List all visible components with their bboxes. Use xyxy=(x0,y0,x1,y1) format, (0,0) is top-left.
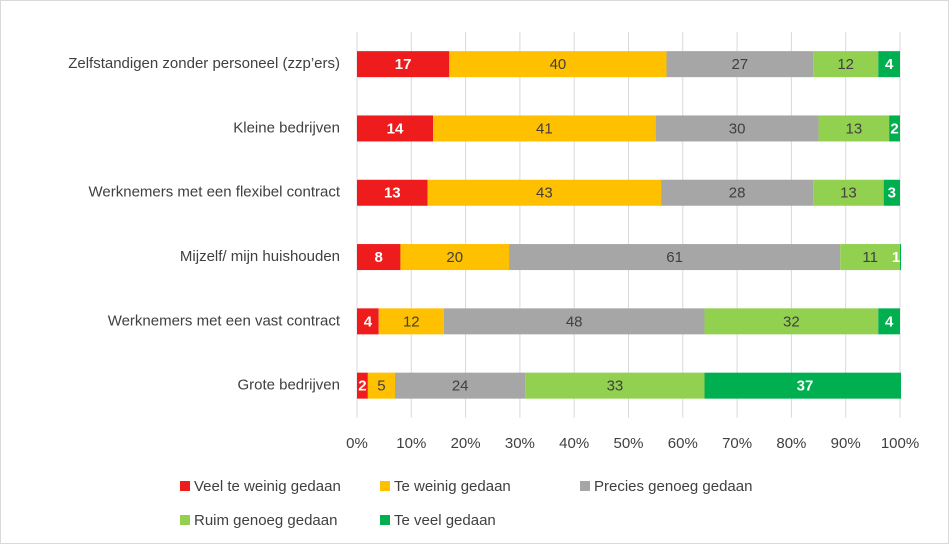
data-label: 27 xyxy=(731,56,748,73)
grid xyxy=(356,32,901,418)
data-label: 2 xyxy=(890,120,898,137)
data-label: 28 xyxy=(729,185,746,202)
data-label: 13 xyxy=(846,120,863,137)
data-label: 3 xyxy=(888,185,896,202)
bar-segment xyxy=(878,51,900,78)
labels: 0% 10% 20% 30% 40% 50% 60% 70% 80% 90% 100% Zelfsta… xyxy=(68,55,919,529)
x-tick-label: 10% xyxy=(396,435,426,452)
bar-segment xyxy=(818,115,890,142)
bar-segment xyxy=(883,179,900,206)
data-label: 40 xyxy=(550,56,567,73)
x-tick-label: 70% xyxy=(722,435,752,452)
data-label: 30 xyxy=(729,120,746,137)
legend-swatch xyxy=(180,515,190,525)
bar-segment xyxy=(357,244,401,271)
legend-label: Ruim genoeg gedaan xyxy=(194,512,337,529)
x-tick-label: 100% xyxy=(881,435,919,452)
y-tick-label: Mijzelf/ mijn huishouden xyxy=(180,248,340,265)
bar-segment xyxy=(427,179,662,206)
y-tick-label: Werknemers met een flexibel contract xyxy=(89,184,341,201)
data-label: 12 xyxy=(403,313,420,330)
data-label: 4 xyxy=(885,56,894,73)
data-label: 4 xyxy=(885,313,894,330)
x-tick-label: 90% xyxy=(831,435,861,452)
bar-segment xyxy=(840,244,900,271)
bar-segment xyxy=(704,308,879,335)
y-tick-label: Kleine bedrijven xyxy=(233,119,340,136)
x-tick-label: 60% xyxy=(668,435,698,452)
bar-segment xyxy=(357,179,428,206)
bars xyxy=(357,51,901,399)
bar-segment xyxy=(661,179,814,206)
bar-segment xyxy=(357,372,368,399)
data-label: 37 xyxy=(797,378,814,395)
legend-label: Precies genoeg gedaan xyxy=(594,478,752,495)
data-label: 8 xyxy=(375,249,383,266)
legend-swatch xyxy=(580,481,590,491)
x-tick-label: 20% xyxy=(451,435,481,452)
data-label: 17 xyxy=(395,56,412,73)
data-label: 12 xyxy=(837,56,854,73)
bar-segment xyxy=(813,51,879,78)
bar-segment xyxy=(449,51,667,78)
data-label: 1 xyxy=(892,249,900,266)
data-label: 61 xyxy=(666,249,683,266)
y-tick-label: Werknemers met een vast contract xyxy=(108,312,341,329)
x-tick-label: 80% xyxy=(776,435,806,452)
x-tick-label: 0% xyxy=(346,435,368,452)
bar-segment xyxy=(395,372,526,399)
bar-segment xyxy=(889,115,900,142)
x-tick-label: 40% xyxy=(559,435,589,452)
x-tick-label: 30% xyxy=(505,435,535,452)
bar-segment xyxy=(400,244,510,271)
bar-segment xyxy=(900,244,901,271)
data-label: 24 xyxy=(452,378,469,395)
bar-segment xyxy=(666,51,814,78)
data-label: 4 xyxy=(364,313,373,330)
y-tick-label: Zelfstandigen zonder personeel (zzp’ers) xyxy=(68,55,340,72)
bar-segment xyxy=(378,308,444,335)
data-label: 43 xyxy=(536,185,553,202)
legend-swatch xyxy=(380,481,390,491)
data-label: 13 xyxy=(384,185,401,202)
legend-label: Te veel gedaan xyxy=(394,512,496,529)
bar-segment xyxy=(433,115,656,142)
data-label: 14 xyxy=(387,120,404,137)
data-label: 48 xyxy=(566,313,583,330)
bar-segment xyxy=(509,244,841,271)
data-label: 41 xyxy=(536,120,553,137)
bar-segment xyxy=(357,308,379,335)
data-label: 5 xyxy=(377,378,385,395)
data-label: 13 xyxy=(840,185,857,202)
y-tick-label: Grote bedrijven xyxy=(237,377,340,394)
bar-segment xyxy=(704,372,901,399)
data-label: 2 xyxy=(358,378,366,395)
data-label: 11 xyxy=(862,249,878,266)
bar-segment xyxy=(878,308,900,335)
bar-segment xyxy=(813,179,884,206)
legend-swatch xyxy=(380,515,390,525)
bar-segment xyxy=(655,115,819,142)
legend-label: Te weinig gedaan xyxy=(394,478,511,495)
x-tick-label: 50% xyxy=(613,435,643,452)
legend-label: Veel te weinig gedaan xyxy=(194,478,341,495)
bar-segment xyxy=(357,115,434,142)
data-label: 20 xyxy=(446,249,463,266)
bar-segment xyxy=(367,372,396,399)
legend-swatch xyxy=(180,481,190,491)
bar-segment xyxy=(443,308,705,335)
bar-segment xyxy=(357,51,450,78)
data-label: 33 xyxy=(607,378,624,395)
bar-segment xyxy=(525,372,705,399)
data-label: 32 xyxy=(783,313,800,330)
